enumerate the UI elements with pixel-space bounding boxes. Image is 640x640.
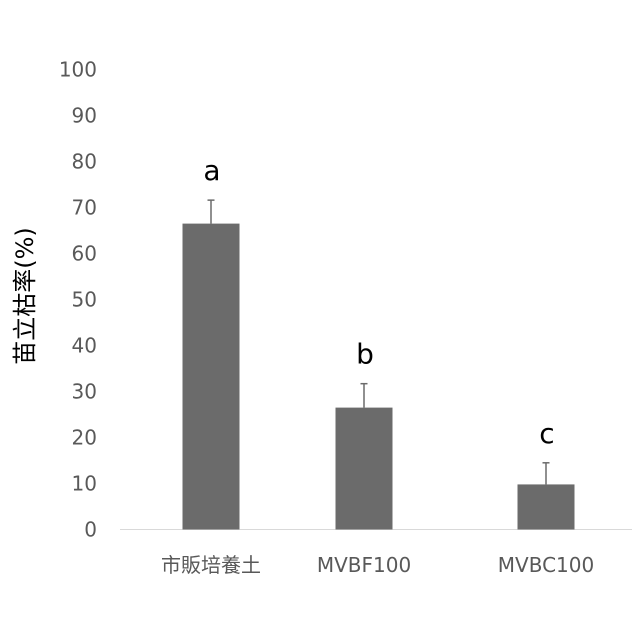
significance-label-b: b [356, 338, 374, 371]
bar-0 [183, 224, 240, 530]
x-axis-category-labels: 市販培養土 MVBF100 MVBC100 [161, 553, 594, 577]
y-tick-label: 30 [72, 380, 97, 404]
y-tick-label: 100 [59, 58, 97, 82]
bar-1 [336, 408, 393, 530]
y-tick-label: 70 [72, 196, 97, 220]
y-axis-ticks: 0 10 20 30 40 50 60 70 80 90 100 [59, 58, 97, 542]
bar-2 [518, 484, 575, 529]
bar-series [183, 224, 575, 530]
significance-label-a: a [203, 154, 220, 187]
y-axis-title: 苗立枯率(%) [11, 227, 39, 365]
y-tick-label: 60 [72, 242, 97, 266]
significance-labels: a b c [203, 154, 554, 450]
y-tick-label: 10 [72, 472, 97, 496]
y-tick-label: 0 [84, 518, 97, 542]
x-category-label: 市販培養土 [161, 553, 261, 577]
y-tick-label: 20 [72, 426, 97, 450]
x-category-label: MVBF100 [317, 553, 411, 577]
y-tick-label: 80 [72, 150, 97, 174]
y-tick-label: 50 [72, 288, 97, 312]
significance-label-c: c [539, 417, 554, 450]
y-tick-label: 40 [72, 334, 97, 358]
y-tick-label: 90 [72, 104, 97, 128]
x-category-label: MVBC100 [498, 553, 594, 577]
